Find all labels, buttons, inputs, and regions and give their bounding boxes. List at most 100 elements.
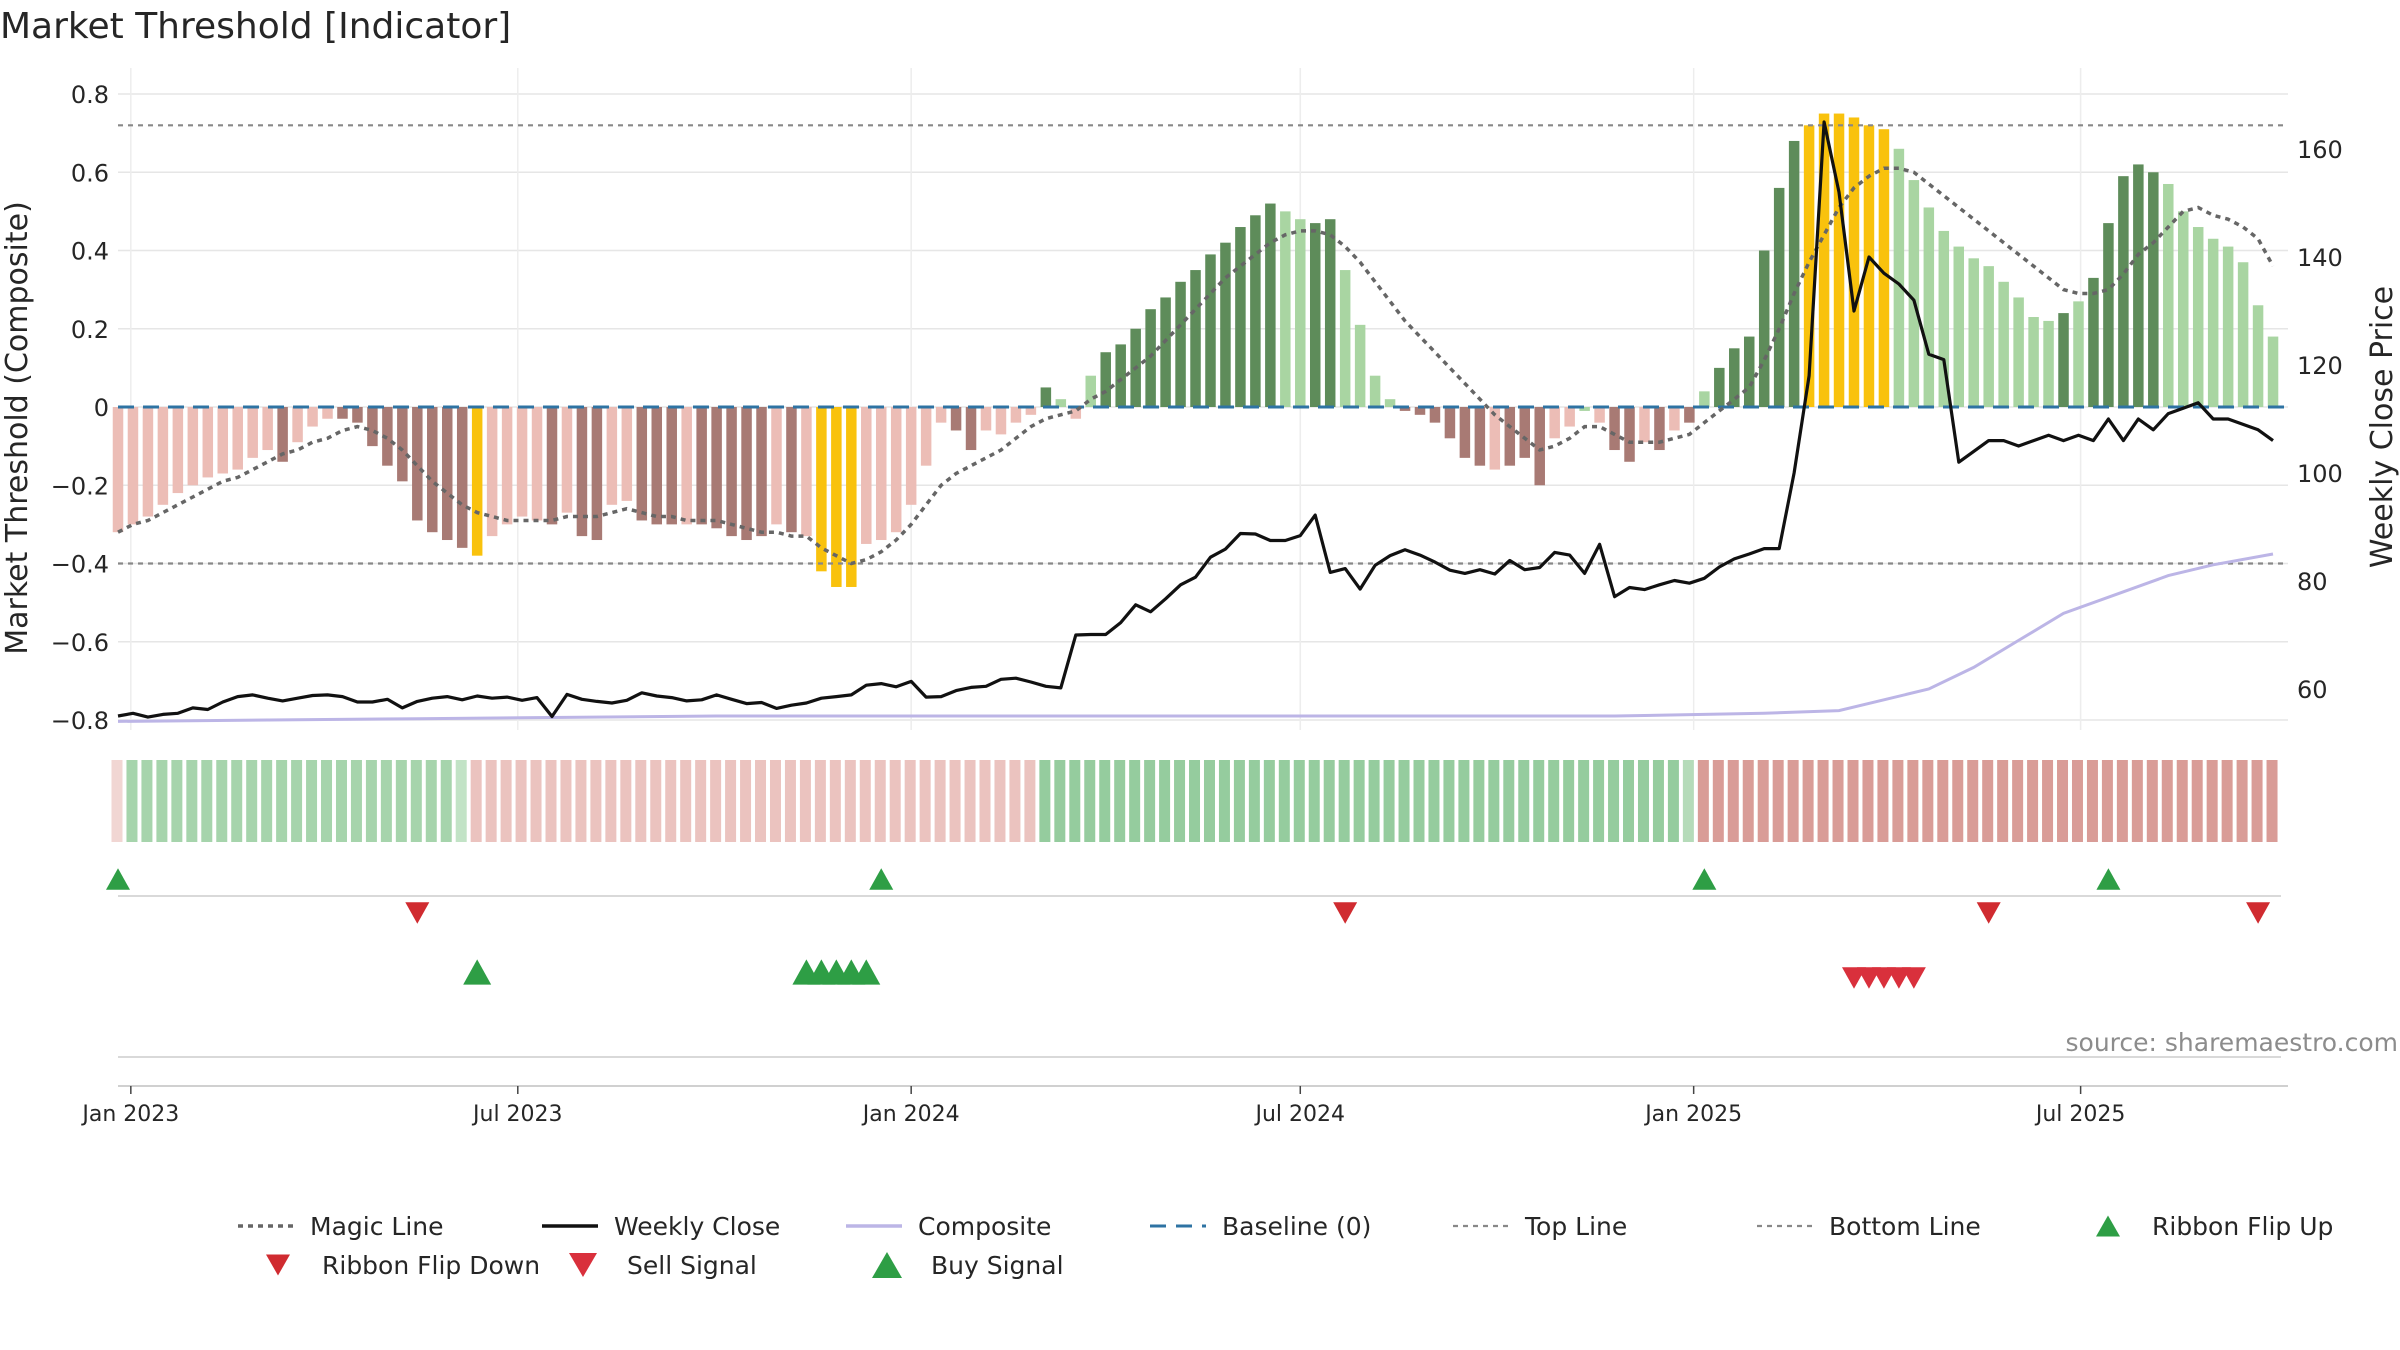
composite-bar	[2013, 297, 2024, 407]
ribbon-cell	[1623, 760, 1635, 842]
composite-bar	[1115, 344, 1126, 407]
composite-bar	[1624, 407, 1635, 462]
y-right-tick-label: 160	[2297, 136, 2343, 164]
ribbon-cell	[156, 760, 168, 842]
ribbon-cell	[1802, 760, 1814, 842]
composite-bar	[2252, 305, 2264, 407]
ribbon-cell	[1458, 760, 1470, 842]
composite-bar	[531, 407, 543, 521]
ribbon-cell	[515, 760, 527, 842]
composite-bar	[890, 407, 902, 533]
ribbon-cell	[859, 760, 871, 842]
y-left-tick-label: −0.8	[51, 707, 109, 735]
composite-bar	[1908, 180, 1920, 407]
legend-item-flipup: Ribbon Flip Up	[2096, 1212, 2333, 1241]
magic-line	[117, 166, 2275, 566]
ribbon-cell	[829, 760, 841, 842]
ribbon-cell	[1967, 760, 1979, 842]
composite-bar	[262, 407, 273, 451]
ribbon-cell	[1727, 760, 1739, 842]
ribbon-cell	[1443, 760, 1455, 842]
composite-bar	[1773, 187, 1785, 407]
composite-bar	[666, 407, 677, 525]
composite-bar	[112, 407, 124, 533]
ticks-layer: 0.8 0.6 0.4 0.2 0 −0.2 −0.4 −0.6 −0.8 160 140 120 10…	[51, 81, 2343, 1127]
y-left-tick-label: 0.6	[71, 159, 109, 187]
ribbon-cell	[575, 760, 587, 842]
composite-bar	[980, 407, 992, 431]
composite-bar	[1280, 211, 1291, 407]
ribbon-cell	[2116, 760, 2128, 842]
ribbon-cell	[994, 760, 1006, 842]
ribbon-cell	[710, 760, 722, 842]
legend-item-bottom: Bottom Line	[1757, 1212, 1981, 1241]
ribbon-cell	[725, 760, 737, 842]
ribbon-cell	[1697, 760, 1709, 842]
composite-bar	[441, 407, 453, 541]
legend-label: Ribbon Flip Up	[2152, 1212, 2333, 1241]
composite-bar	[1669, 407, 1680, 431]
markers-layer	[106, 868, 2281, 1058]
ribbon-cell	[246, 760, 258, 842]
composite-bar	[2028, 317, 2039, 407]
composite-bar	[726, 407, 737, 537]
ribbon-flip-up-marker	[869, 868, 894, 890]
y-right-axis-label: Weekly Close Price	[2365, 286, 2400, 568]
composite-bar	[1564, 407, 1575, 427]
composite-bar	[1175, 281, 1186, 407]
ribbon-cell	[1203, 760, 1215, 842]
ribbon-cell	[1533, 760, 1545, 842]
composite-bar	[831, 407, 842, 587]
ribbon-cell	[1054, 760, 1066, 842]
composite-bar	[1070, 407, 1082, 419]
ribbon-cell	[1024, 760, 1036, 842]
y-left-axis-label: Market Threshold (Composite)	[0, 201, 35, 655]
composite-bar	[2088, 277, 2099, 407]
composite-bar	[711, 407, 722, 529]
composite-bar	[546, 407, 558, 525]
ribbon-cell	[1712, 760, 1724, 842]
composite-bar	[471, 407, 483, 556]
ribbon-cell	[2236, 760, 2248, 842]
ribbon-cell	[650, 760, 662, 842]
ribbon-flip-down-marker	[1976, 902, 2001, 924]
composite-bar	[1339, 270, 1351, 407]
ribbon-cell	[1757, 760, 1769, 842]
ribbon-cell	[365, 760, 377, 842]
y-right-tick-label: 80	[2297, 568, 2328, 596]
composite-bar	[217, 407, 229, 474]
composite-bar	[516, 407, 528, 517]
composite-bar	[1354, 324, 1366, 407]
ribbon-cell	[1218, 760, 1230, 842]
ribbon-cell	[1009, 760, 1021, 842]
ribbon-cell	[2146, 760, 2158, 842]
composite-bar	[1594, 407, 1605, 423]
composite-bar	[2058, 313, 2069, 407]
ribbon-cell	[231, 760, 243, 842]
composite-bar	[1010, 407, 1022, 423]
ribbon-flip-down-marker	[1333, 902, 1358, 924]
composite-bar	[352, 407, 363, 423]
composite-bar	[1265, 203, 1276, 407]
ribbon-cell	[1473, 760, 1485, 842]
y-left-tick-label: −0.2	[51, 472, 109, 500]
composite-bar	[816, 407, 827, 572]
legend-item-buy: Buy Signal	[872, 1251, 1064, 1280]
composite-bar	[1938, 230, 1950, 407]
composite-bar	[172, 407, 184, 494]
composite-bar	[1923, 207, 1935, 407]
composite-bar	[1863, 125, 1875, 408]
ribbon-cell	[1982, 760, 1994, 842]
ribbon-cell	[1189, 760, 1201, 842]
ribbon-cell	[1952, 760, 1964, 842]
composite-bar	[1205, 254, 1216, 407]
ribbon-cell	[1114, 760, 1126, 842]
ribbon-cell	[1323, 760, 1335, 842]
composite-bar	[1699, 391, 1710, 407]
composite-bar	[187, 407, 199, 486]
buy-signal-marker	[463, 959, 492, 985]
composite-bar	[1893, 148, 1905, 407]
composite-bar	[1399, 407, 1411, 411]
composite-bar	[1639, 407, 1650, 443]
composite-bar	[2177, 211, 2189, 407]
